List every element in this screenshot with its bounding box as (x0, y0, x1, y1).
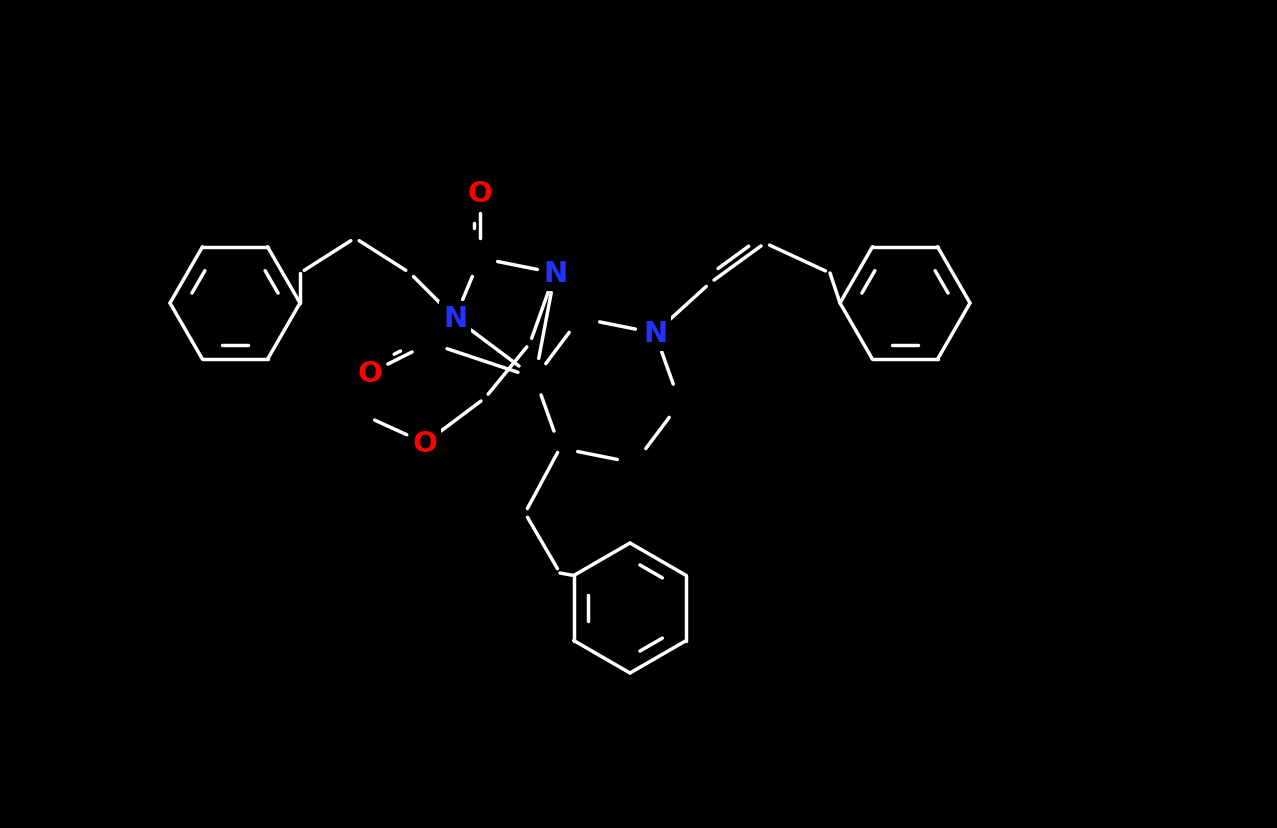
Text: N: N (642, 320, 667, 348)
Text: O: O (358, 359, 382, 388)
Text: O: O (412, 430, 438, 457)
Text: N: N (443, 305, 467, 333)
Text: O: O (467, 180, 493, 208)
Text: N: N (543, 260, 567, 287)
